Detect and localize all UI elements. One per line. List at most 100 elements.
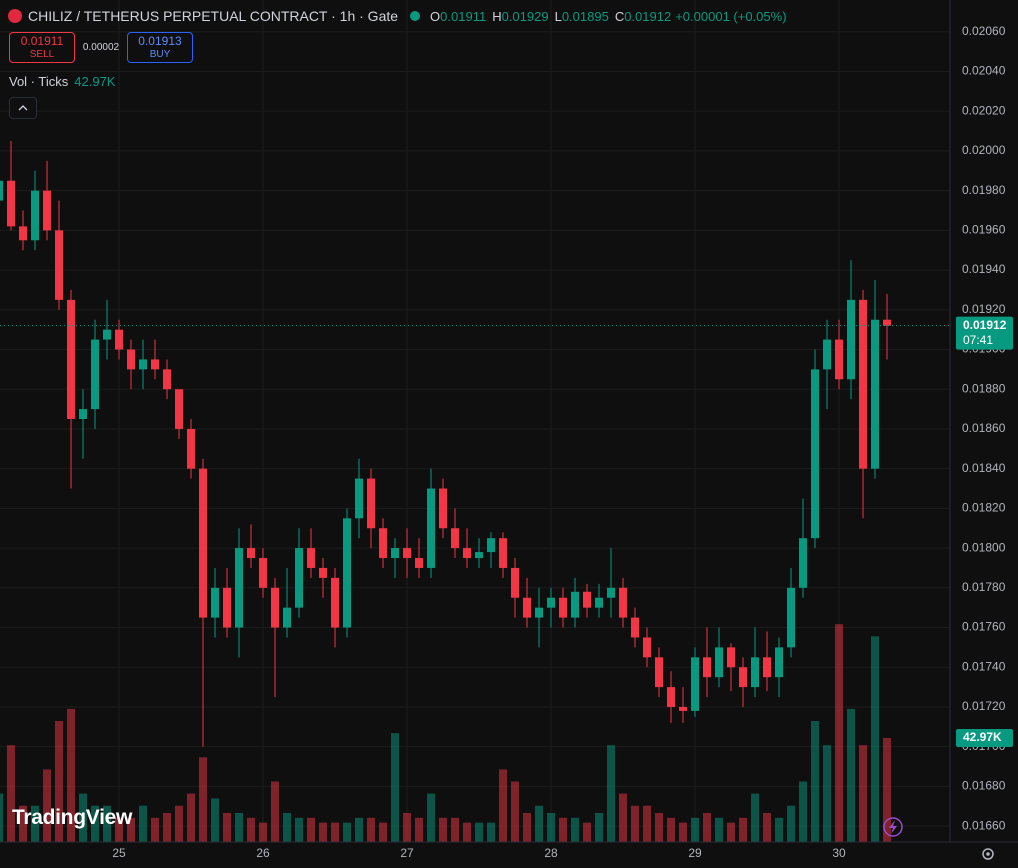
candle-body	[583, 591, 591, 608]
symbol-title[interactable]: CHILIZ / TETHERUS PERPETUAL CONTRACT · 1…	[28, 8, 399, 24]
last-price-label: 0.01912	[963, 318, 1007, 332]
candle-body	[439, 488, 447, 529]
volume-bar	[43, 769, 51, 842]
candle-body	[523, 597, 531, 618]
ohlc-value: 0.01912	[624, 9, 672, 24]
volume-bar	[199, 757, 207, 842]
volume-bar	[607, 745, 615, 842]
volume-bar	[595, 812, 603, 842]
candle-body	[115, 329, 123, 350]
ohlc-value: 0.01911	[440, 9, 487, 24]
volume-bar	[67, 708, 75, 842]
volume-bar	[571, 817, 579, 842]
settings-button[interactable]	[982, 848, 994, 860]
candle-body	[151, 359, 159, 370]
candle-body	[55, 230, 63, 300]
candle-body	[463, 548, 471, 559]
candle-body	[667, 687, 675, 707]
volume-bar	[811, 721, 819, 842]
y-tick-label: 0.01820	[962, 501, 1006, 515]
sell-label: SELL	[29, 48, 55, 60]
volume-bar	[835, 624, 843, 842]
volume-title[interactable]: Vol · Ticks	[9, 74, 69, 89]
chevron	[18, 105, 28, 111]
candle-body	[727, 647, 735, 668]
candle-body	[883, 319, 891, 326]
volume-bar	[883, 738, 891, 842]
y-tick-label: 0.01760	[962, 620, 1006, 634]
candle-body	[187, 428, 195, 469]
candle-body	[379, 528, 387, 559]
candle-body	[175, 389, 183, 429]
candle-body	[571, 591, 579, 618]
volume-bar	[511, 781, 519, 842]
x-tick-label: 26	[256, 846, 270, 860]
volume-bar	[463, 822, 471, 842]
volume-bar	[127, 817, 135, 842]
candle-body	[559, 597, 567, 618]
candle-body	[295, 548, 303, 608]
volume-bar	[583, 822, 591, 842]
lightning-button[interactable]	[883, 817, 903, 837]
candle-body	[211, 587, 219, 618]
candle-body	[799, 538, 807, 588]
volume-bar	[859, 745, 867, 842]
x-tick-label: 27	[400, 846, 414, 860]
volume-bar	[847, 708, 855, 842]
volume-bar	[871, 636, 879, 842]
candle-body	[163, 369, 171, 390]
volume-bar	[151, 817, 159, 842]
sell-button[interactable]: 0.01911 SELL	[9, 32, 75, 63]
candle-body	[427, 488, 435, 568]
candle-body	[823, 339, 831, 370]
candle-body	[859, 299, 867, 469]
candle-body	[7, 180, 15, 227]
candle-body	[871, 319, 879, 469]
volume-bar	[319, 822, 327, 842]
candle-body	[235, 548, 243, 628]
candle-body	[631, 617, 639, 638]
volume-bar	[91, 805, 99, 842]
volume-bar	[547, 812, 555, 842]
candles	[0, 140, 950, 747]
volume-bar	[691, 817, 699, 842]
ohlc-legend: O0.01911 H0.01929 L0.01895 C0.01912	[428, 8, 675, 24]
y-tick-label: 0.01780	[962, 580, 1006, 594]
volume-bar	[55, 721, 63, 842]
volume-axis-label: 42.97K	[963, 730, 1002, 744]
collapse-button[interactable]	[9, 97, 37, 119]
buy-button[interactable]: 0.01913 BUY	[127, 32, 193, 63]
volume-bar	[247, 817, 255, 842]
volume-bar	[439, 817, 447, 842]
volume-bar	[19, 805, 27, 842]
y-tick-label: 0.01960	[962, 223, 1006, 237]
candle-body	[739, 667, 747, 688]
volume-bar	[631, 805, 639, 842]
candle-body	[355, 478, 363, 519]
candle-body	[535, 607, 543, 618]
candle-body	[715, 647, 723, 678]
volume-bar	[619, 793, 627, 842]
volume-bar	[259, 822, 267, 842]
logo: TradingView	[12, 806, 133, 829]
ohlc-value: 0.01929	[501, 9, 549, 24]
candle-body	[91, 339, 99, 410]
volume-bar	[367, 817, 375, 842]
candle-body	[451, 528, 459, 549]
volume-bar	[139, 805, 147, 842]
candle-body	[787, 587, 795, 648]
y-tick-label: 0.01800	[962, 540, 1006, 554]
collapse-icon	[18, 105, 28, 111]
volume-bar	[355, 817, 363, 842]
y-tick-label: 0.01840	[962, 461, 1006, 475]
volume-bar	[7, 745, 15, 842]
candle-body	[547, 597, 555, 608]
candle-body	[139, 359, 147, 370]
candle-body	[403, 548, 411, 559]
ohlc-key: O	[430, 9, 441, 24]
ohlc-key: L	[554, 9, 562, 24]
ohlc-key: C	[614, 9, 625, 24]
candle-body	[79, 409, 87, 420]
candle-body	[775, 647, 783, 678]
